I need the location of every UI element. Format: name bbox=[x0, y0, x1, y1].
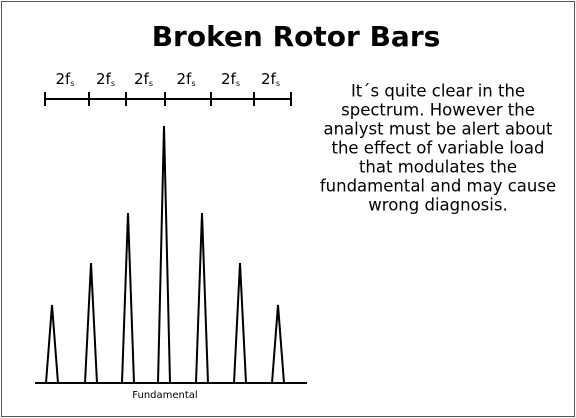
sideband-peak bbox=[233, 262, 247, 384]
sideband-peak bbox=[121, 212, 135, 384]
spacing-label: 2fs bbox=[134, 70, 153, 88]
description-line: fundamental and may cause bbox=[320, 177, 556, 196]
spacing-label-subscript: s bbox=[70, 79, 74, 88]
sideband-peak bbox=[84, 262, 98, 384]
sideband-peak bbox=[195, 212, 209, 384]
spacing-label-subscript: s bbox=[236, 79, 240, 88]
baseline-label: Fundamental bbox=[132, 390, 197, 401]
spacing-label: 2fs bbox=[96, 70, 115, 88]
spacing-label: 2fs bbox=[56, 70, 75, 88]
spacing-label-text: 2f bbox=[56, 70, 72, 88]
fundamental-peak bbox=[157, 125, 171, 384]
description-line: spectrum. However the bbox=[341, 101, 535, 120]
spacing-labels: 2fs 2fs 2fs 2fs 2fs 2fs bbox=[56, 70, 281, 88]
spacing-label: 2fs bbox=[221, 70, 240, 88]
description-line: It´s quite clear in the bbox=[351, 82, 525, 101]
spacing-label-text: 2f bbox=[261, 70, 277, 88]
title: Broken Rotor Bars bbox=[152, 20, 441, 53]
spacing-label: 2fs bbox=[261, 70, 280, 88]
scale-bar bbox=[44, 92, 292, 106]
sideband-peak bbox=[271, 304, 285, 384]
description-line: the effect of variable load bbox=[331, 139, 544, 158]
sideband-peak bbox=[45, 304, 59, 384]
spacing-label-subscript: s bbox=[191, 79, 195, 88]
spectrum bbox=[35, 125, 307, 384]
spacing-label-subscript: s bbox=[149, 79, 153, 88]
description-line: wrong diagnosis. bbox=[368, 196, 507, 215]
description-line: that modulates the bbox=[359, 158, 517, 177]
spacing-label-text: 2f bbox=[134, 70, 150, 88]
spacing-label-text: 2f bbox=[96, 70, 112, 88]
spacing-label-text: 2f bbox=[177, 70, 193, 88]
description-line: analyst must be alert about bbox=[323, 120, 553, 139]
spacing-label: 2fs bbox=[177, 70, 196, 88]
spacing-label-subscript: s bbox=[276, 79, 280, 88]
spacing-label-text: 2f bbox=[221, 70, 237, 88]
spacing-label-subscript: s bbox=[111, 79, 115, 88]
